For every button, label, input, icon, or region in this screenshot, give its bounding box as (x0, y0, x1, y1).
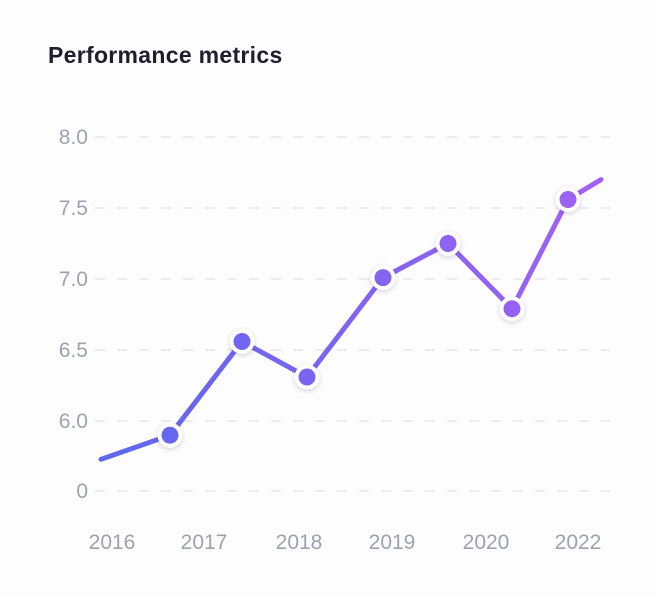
data-point-marker (559, 191, 577, 208)
y-tick-label: 0 (76, 480, 88, 503)
data-point-marker (161, 426, 179, 444)
data-point-marker (374, 269, 392, 287)
y-tick-label: 7.5 (59, 197, 88, 220)
y-tick-label: 7.0 (59, 268, 88, 291)
x-tick-label: 2022 (555, 531, 602, 554)
y-tick-label: 6.5 (59, 339, 88, 362)
data-point-marker (503, 300, 521, 318)
data-point-marker (298, 368, 316, 386)
trend-line (98, 177, 604, 462)
y-tick-label: 6.0 (59, 410, 88, 433)
x-tick-label: 2019 (369, 531, 416, 554)
chart-title: Performance metrics (48, 42, 283, 68)
x-tick-label: 2018 (276, 531, 323, 554)
data-point-marker (439, 235, 457, 252)
x-tick-label: 2020 (463, 531, 510, 554)
x-tick-label: 2016 (89, 531, 136, 554)
y-tick-label: 8.0 (59, 126, 88, 149)
data-point-marker (233, 333, 251, 350)
x-tick-label: 2017 (181, 531, 228, 554)
